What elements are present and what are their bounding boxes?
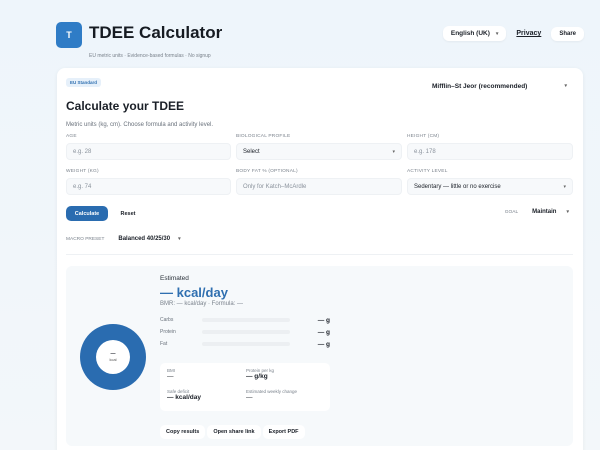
app-title: TDEE Calculator	[89, 23, 223, 42]
calculator-card: EU Standard Mifflin–St Jeor (recommended…	[57, 68, 583, 450]
weight-input[interactable]: e.g. 74	[66, 178, 231, 195]
bmi-label: BMI	[167, 368, 176, 373]
chevron-down-icon: ▾	[563, 183, 566, 190]
bio-field-group: BIOLOGICAL PROFILE Select ▾	[236, 134, 402, 160]
formula-select[interactable]: Mifflin–St Jeor (recommended) ▾	[407, 78, 573, 94]
app-subtitle: EU metric units · Evidence-based formula…	[89, 53, 211, 59]
macro-preset-label: MACRO PRESET	[66, 236, 105, 242]
language-select[interactable]: English (UK) ▾	[442, 26, 507, 41]
goal-label: GOAL	[504, 209, 519, 215]
macro-grams: — g	[317, 328, 330, 336]
macro-row-carbs: Carbs — g	[160, 316, 330, 324]
header: T TDEE Calculator EU metric units · Evid…	[56, 20, 584, 64]
protein-per-kg-value: — g/kg	[246, 373, 268, 380]
donut-unit: kcal	[109, 357, 117, 362]
macro-preset-group: MACRO PRESET Balanced 40/25/30 ▾	[66, 236, 181, 242]
macro-bar	[202, 342, 290, 346]
deficit-stat: Safe deficit — kcal/day	[167, 389, 201, 401]
weekly-change-label: Estimated weekly change	[246, 389, 298, 394]
result-actions: Copy results Open share link Export PDF	[160, 425, 305, 439]
tdee-value: — kcal/day	[160, 285, 228, 300]
bodyfat-placeholder: Only for Katch–McArdle	[243, 183, 307, 190]
goal-select[interactable]: Maintain ▾	[528, 206, 573, 218]
activity-select[interactable]: Sedentary — little or no exercise ▾	[407, 178, 573, 195]
safe-deficit-label: Safe deficit	[167, 389, 190, 394]
weekly-stat: Estimated weekly change —	[246, 389, 297, 401]
chevron-down-icon: ▾	[495, 30, 499, 37]
weight-placeholder: e.g. 74	[73, 183, 92, 190]
bmr-line: BMR: — kcal/day · Formula: —	[160, 301, 244, 307]
age-label: AGE	[66, 134, 77, 139]
header-actions: English (UK) ▾ Privacy Share	[442, 26, 584, 41]
macro-row-protein: Protein — g	[160, 328, 330, 336]
protein-stat: Protein per kg — g/kg	[246, 368, 274, 380]
macro-preset-value: Balanced 40/25/30	[118, 236, 171, 242]
bio-label: BIOLOGICAL PROFILE	[236, 134, 291, 139]
weekly-change-value: —	[246, 394, 253, 401]
chevron-down-icon: ▾	[178, 236, 181, 242]
divider	[66, 254, 573, 255]
macro-name: Fat	[160, 341, 168, 347]
macro-donut-chart: — kcal	[80, 324, 146, 390]
calculate-button[interactable]: Calculate	[66, 206, 108, 221]
macro-grams: — g	[317, 340, 330, 348]
export-pdf-button[interactable]: Export PDF	[262, 425, 305, 439]
macro-grams: — g	[317, 316, 330, 324]
results-panel: — kcal Estimated — kcal/day BMR: — kcal/…	[66, 266, 573, 446]
safe-deficit-value: — kcal/day	[167, 394, 201, 401]
macro-bar	[202, 318, 290, 322]
app-logo: T	[56, 22, 82, 48]
bio-value: Select	[243, 148, 260, 155]
weight-label: WEIGHT (KG)	[66, 169, 99, 174]
goal-group: GOAL Maintain ▾	[505, 206, 573, 218]
card-title: Calculate your TDEE	[66, 99, 185, 113]
height-placeholder: e.g. 178	[414, 148, 436, 155]
age-input[interactable]: e.g. 28	[66, 143, 231, 160]
macro-row-fat: Fat — g	[160, 340, 330, 348]
estimated-label: Estimated	[160, 275, 189, 282]
macro-preset-select[interactable]: Balanced 40/25/30 ▾	[118, 236, 180, 242]
card-description: Metric units (kg, cm). Choose formula an…	[66, 122, 214, 128]
height-field-group: HEIGHT (CM) e.g. 178	[407, 134, 573, 160]
age-field-group: AGE e.g. 28	[66, 134, 231, 160]
goal-value: Maintain	[532, 209, 557, 215]
protein-per-kg-label: Protein per kg	[246, 368, 275, 373]
privacy-link[interactable]: Privacy	[516, 30, 542, 37]
bodyfat-field-group: BODY FAT % (OPTIONAL) Only for Katch–McA…	[236, 169, 402, 195]
formula-value: Mifflin–St Jeor (recommended)	[432, 82, 528, 90]
chevron-down-icon: ▾	[564, 83, 567, 89]
age-placeholder: e.g. 28	[73, 148, 92, 155]
stats-box: BMI — Protein per kg — g/kg Safe deficit…	[160, 363, 330, 411]
weight-field-group: WEIGHT (KG) e.g. 74	[66, 169, 231, 195]
activity-value: Sedentary — little or no exercise	[414, 183, 501, 190]
macro-bar	[202, 330, 290, 334]
eu-standard-badge: EU Standard	[66, 78, 102, 87]
reset-button[interactable]: Reset	[120, 210, 136, 217]
bmi-value: —	[167, 373, 174, 380]
bmi-stat: BMI —	[167, 368, 175, 380]
bio-select[interactable]: Select ▾	[236, 143, 402, 160]
height-label: HEIGHT (CM)	[407, 134, 440, 139]
language-value: English (UK)	[450, 30, 490, 37]
macro-name: Carbs	[160, 317, 174, 323]
donut-value: —	[110, 351, 116, 357]
macro-name: Protein	[160, 329, 176, 335]
open-share-link-button[interactable]: Open share link	[207, 425, 261, 439]
copy-results-button[interactable]: Copy results	[160, 425, 206, 439]
bodyfat-input[interactable]: Only for Katch–McArdle	[236, 178, 402, 195]
chevron-down-icon: ▾	[392, 148, 395, 155]
chevron-down-icon: ▾	[566, 209, 569, 215]
activity-field-group: ACTIVITY LEVEL Sedentary — little or no …	[407, 169, 573, 195]
activity-label: ACTIVITY LEVEL	[407, 169, 448, 174]
height-input[interactable]: e.g. 178	[407, 143, 573, 160]
bodyfat-label: BODY FAT % (OPTIONAL)	[236, 169, 298, 174]
donut-center: — kcal	[96, 340, 130, 374]
share-button[interactable]: Share	[551, 26, 584, 41]
